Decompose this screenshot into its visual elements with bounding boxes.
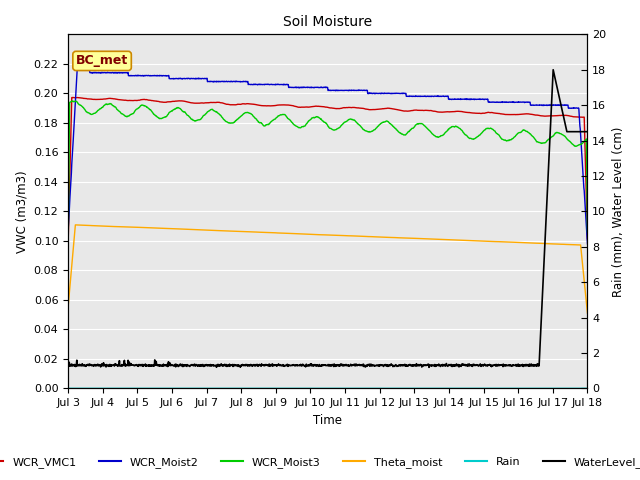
Y-axis label: Rain (mm), Water Level (cm): Rain (mm), Water Level (cm) xyxy=(612,126,625,297)
Text: BC_met: BC_met xyxy=(76,54,128,67)
Title: Soil Moisture: Soil Moisture xyxy=(284,15,372,29)
Legend: WCR_VMC1, WCR_Moist2, WCR_Moist3, Theta_moist, Rain, WaterLevel_cm: WCR_VMC1, WCR_Moist2, WCR_Moist3, Theta_… xyxy=(0,452,640,472)
Y-axis label: VWC (m3/m3): VWC (m3/m3) xyxy=(15,170,28,252)
X-axis label: Time: Time xyxy=(314,414,342,427)
